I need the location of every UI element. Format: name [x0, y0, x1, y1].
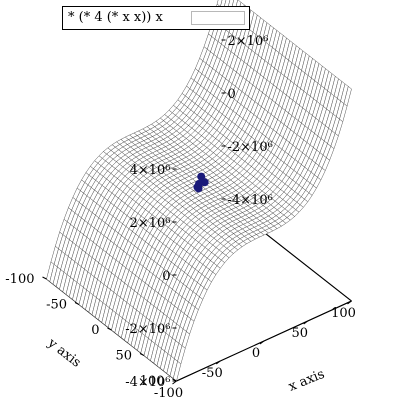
y-tick-label-3: 50	[115, 349, 132, 364]
x-tick-mark-3	[303, 320, 309, 325]
y-tick-label-1: -50	[46, 298, 67, 313]
y-tick-label-2: 0	[91, 323, 99, 338]
axis-labels: -100-50050100-100-50050100-4×10⁶-4×10⁶-2…	[5, 34, 356, 400]
data-point-4	[195, 180, 203, 188]
y-tick-mark-2	[107, 327, 112, 331]
x-tick-label-2: 0	[252, 346, 260, 361]
x-axis-label: x axis	[287, 367, 327, 395]
legend: * (* 4 (* x x)) x	[62, 6, 250, 30]
data-point-2	[197, 172, 206, 181]
z-tick-label-left-0: -4×10⁶	[125, 375, 170, 390]
x-tick-mark-2	[259, 340, 265, 345]
y-tick-label-0: -100	[5, 272, 34, 287]
legend-label: * (* 4 (* x x)) x	[68, 10, 163, 25]
z-tick-label-left-4: 4×10⁶	[130, 163, 171, 178]
x-tick-label-1: -50	[202, 366, 223, 381]
x-tick-mark-1	[215, 360, 221, 365]
y-tick-mark-1	[74, 302, 80, 305]
legend-swatch	[191, 11, 245, 25]
y-tick-label-4: 100	[140, 374, 165, 389]
y-tick-mark-3	[139, 353, 145, 356]
z-tick-label-right-3: 2×10⁶	[228, 34, 269, 49]
x-tick-label-0: -100	[154, 386, 183, 400]
x-tick-label-3: 50	[291, 326, 308, 341]
z-tick-label-right-0: -4×10⁶	[228, 193, 273, 208]
z-tick-label-left-3: 2×10⁶	[130, 216, 171, 231]
x-tick-mark-4	[347, 300, 352, 305]
y-axis-label: y axis	[44, 335, 83, 370]
x-tick-label-4: 100	[331, 306, 356, 321]
z-tick-label-left-1: -2×10⁶	[125, 322, 170, 337]
z-tick-label-left-2: 0	[162, 269, 170, 284]
z-tick-label-right-1: -2×10⁶	[228, 140, 273, 155]
z-tick-label-right-2: 0	[228, 87, 236, 102]
data-points	[193, 172, 209, 193]
y-tick-mark-0	[42, 276, 47, 280]
